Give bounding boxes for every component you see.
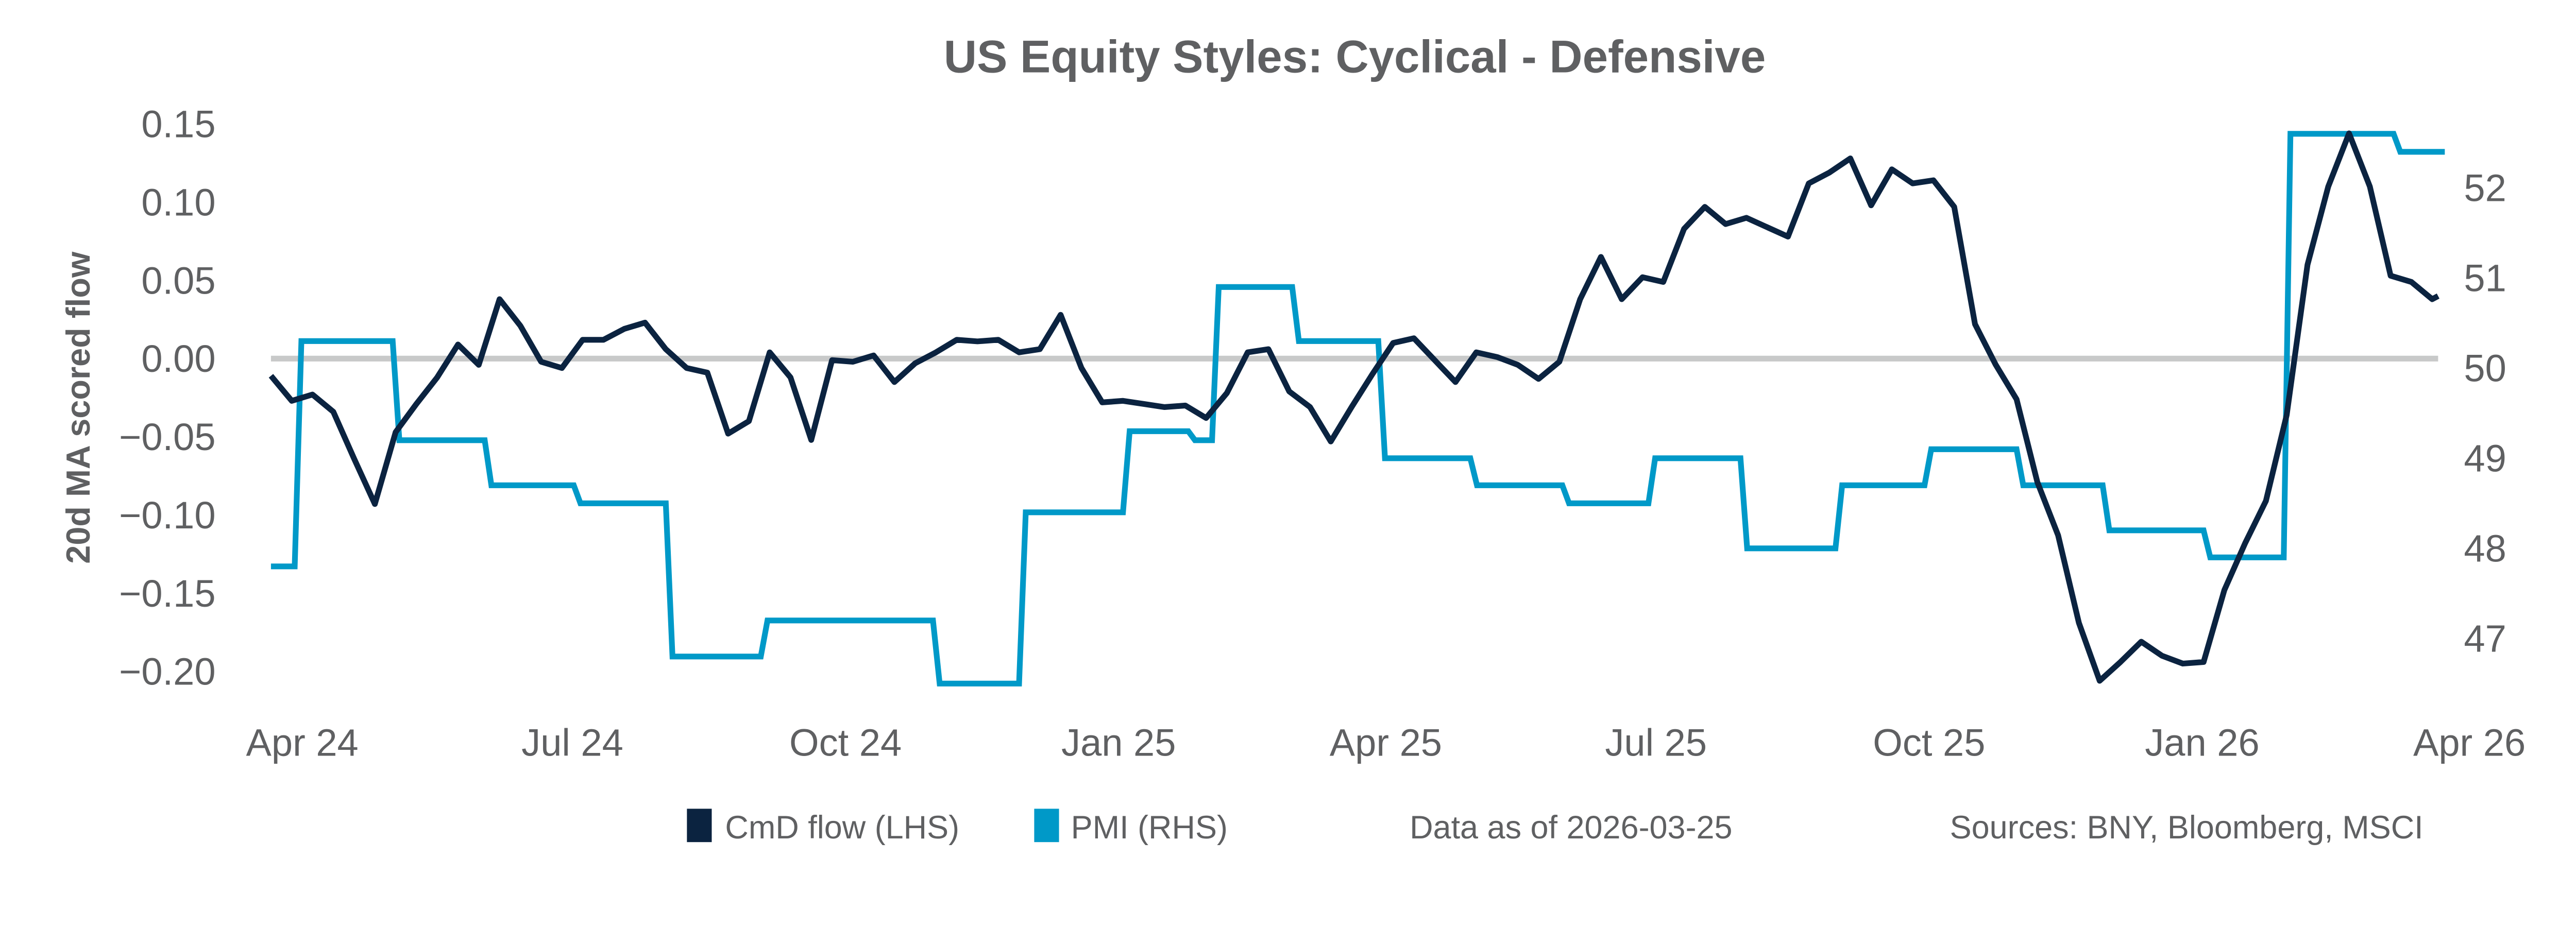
x-tick-label: Oct 25 [1873,722,1985,764]
legend-swatch-pmi [1034,809,1059,843]
y2-tick-label: 48 [2464,527,2506,570]
sources-note: Sources: BNY, Bloomberg, MSCI [1950,810,2424,846]
x-tick-label: Jan 25 [1061,722,1176,764]
legend-swatch-cmd-flow [687,809,712,843]
y-tick-label: 0.10 [141,181,215,224]
left-axis-ticks: 0.15 0.10 0.05 0.00 −0.05 −0.10 −0.15 −0.20 [119,103,215,693]
y-tick-label: −0.20 [119,650,215,693]
x-tick-label: Jul 25 [1605,722,1707,764]
series-line-cmd-flow [268,130,2439,684]
y-tick-label: −0.05 [119,416,215,458]
x-tick-label: Jul 24 [521,722,623,764]
x-tick-label: Apr 25 [1330,722,1442,764]
y-axis-label: 20d MA scored flow [59,251,97,564]
right-axis-ticks: 52 51 50 49 48 47 [2464,167,2506,660]
y-tick-label: 0.15 [141,103,215,146]
y-tick-label: 0.00 [141,337,215,380]
y2-tick-label: 50 [2464,347,2506,390]
legend-label-pmi: PMI (RHS) [1071,810,1228,846]
x-axis-ticks: Apr 24 Jul 24 Oct 24 Jan 25 Apr 25 Jul 25 Oct … [246,722,2526,764]
y2-tick-label: 51 [2464,257,2506,300]
y-tick-label: −0.10 [119,494,215,537]
chart-title: US Equity Styles: Cyclical - Defensive [944,31,1766,82]
x-tick-label: Jan 26 [2145,722,2259,764]
legend-label-cmd-flow: CmD flow (LHS) [725,810,959,846]
y-tick-label: −0.15 [119,572,215,615]
y2-tick-label: 49 [2464,437,2506,480]
x-tick-label: Oct 24 [789,722,902,764]
y-tick-label: 0.05 [141,259,215,302]
y2-tick-label: 52 [2464,167,2506,210]
x-tick-label: Apr 26 [2413,722,2526,764]
chart: US Equity Styles: Cyclical - Defensive 2… [59,31,2526,846]
y2-tick-label: 47 [2464,617,2506,660]
series-line-pmi [270,131,2445,686]
data-as-of-note: Data as of 2026-03-25 [1410,810,1732,846]
x-tick-label: Apr 24 [246,722,359,764]
legend: CmD flow (LHS) PMI (RHS) Data as of 2026… [687,809,2424,846]
